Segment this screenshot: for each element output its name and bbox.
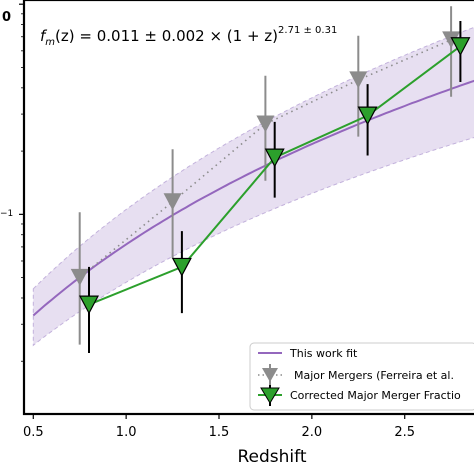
fit-uncertainty-band [32,26,474,347]
x-tick-label-2: 1.0 [116,425,137,440]
data-point-ferreira-4 [349,71,368,89]
data-point-ferreira-5 [442,31,461,49]
data-point-corrected-5 [450,37,471,57]
svg-text:fm(z) = 0.011 ± 0.002 × (1 + z: fm(z) = 0.011 ± 0.002 × (1 + z)2.71 ± 0.… [40,25,337,48]
formula-subscript: m [45,37,55,48]
legend-ferreira-label: Major Mergers (Ferreira et al. [294,369,454,382]
legend-ferreira-marker [262,368,278,382]
fit-curve [32,79,474,317]
uncertainty-band-layer [32,26,474,347]
legend: This work fit Major Mergers (Ferreira et… [249,342,474,411]
series-ferreira [70,6,461,345]
x-axis-label: Redshift [237,447,306,467]
legend-fit-label: This work fit [289,347,358,360]
data-point-corrected-3 [264,148,285,168]
formula-f: f [40,27,48,45]
y-tick-label-top: 0 [2,10,11,25]
legend-box [249,342,474,411]
data-point-corrected-4 [357,106,378,126]
y-tick-label-mid: −1 [0,209,13,219]
formula-exponent: 2.71 ± 0.31 [278,25,337,36]
fit-formula: fm(z) = 0.011 ± 0.002 × (1 + z)2.71 ± 0.… [40,25,337,48]
series-corrected [79,21,471,353]
formula-body: (z) = 0.011 ± 0.002 × (1 + z) [55,27,278,45]
data-point-ferreira-2 [163,193,182,211]
x-tick-label-4: 2.0 [302,425,323,440]
axis-ticks: 0.5 1.0 1.5 2.0 2.5 [19,3,415,440]
data-point-corrected-2 [171,257,192,277]
series-layer [70,6,471,353]
fit-curve-layer [32,79,474,317]
x-tick-label-3: 1.5 [209,425,230,440]
data-point-ferreira-1 [70,268,89,286]
legend-corrected-label: Corrected Major Merger Fractio [290,389,461,402]
legend-corrected-marker [260,387,280,404]
x-tick-label-5: 2.5 [394,425,415,440]
plot-frame [22,0,474,416]
x-tick-label-1: 0.5 [23,425,44,440]
data-point-corrected-1 [79,295,99,315]
data-point-ferreira-3 [256,115,275,133]
